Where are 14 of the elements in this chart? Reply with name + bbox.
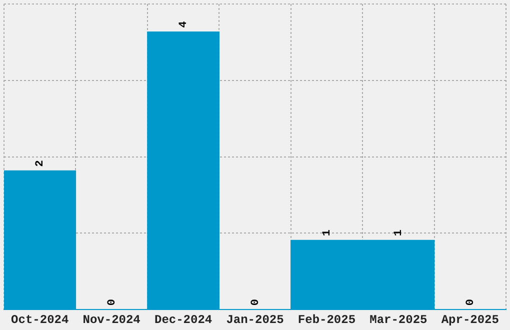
x-tick-label: Jan-2025 [226, 312, 284, 327]
x-tick-label: Oct-2024 [11, 312, 69, 327]
data-label: 1 [321, 229, 334, 236]
data-label: 0 [464, 298, 477, 306]
x-tick-label: Nov-2024 [82, 312, 140, 327]
x-tick-label: Feb-2025 [298, 312, 356, 327]
x-tick-label: Dec-2024 [154, 312, 212, 327]
x-tick-label: Apr-2025 [441, 312, 499, 327]
data-label: 2 [34, 160, 47, 167]
data-label: 0 [250, 298, 262, 306]
data-label: 0 [106, 298, 118, 306]
data-label: 4 [178, 20, 190, 28]
x-tick-label: Mar-2025 [370, 312, 428, 327]
data-label: 1 [393, 229, 406, 236]
